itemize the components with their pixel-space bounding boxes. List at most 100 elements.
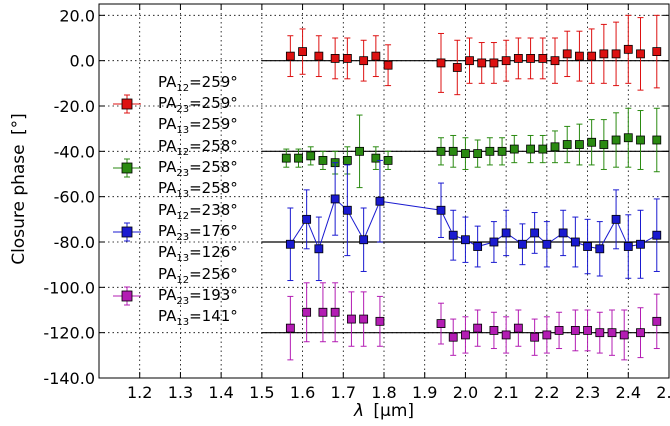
data-point	[302, 307, 312, 317]
legend-pa-label: PA23=193°	[158, 286, 238, 307]
data-point	[436, 319, 446, 329]
x-tick-label: 1.3	[168, 383, 193, 402]
data-point	[652, 316, 662, 326]
data-point	[473, 242, 483, 251]
data-point	[436, 58, 446, 68]
data-point	[501, 228, 511, 238]
data-point	[623, 133, 633, 143]
data-point	[542, 239, 552, 249]
data-point	[550, 56, 560, 66]
data-point	[461, 330, 470, 340]
y-tick-label: -40.0	[54, 142, 95, 161]
data-point	[599, 140, 609, 149]
y-tick-label: -80.0	[54, 233, 95, 252]
data-point	[575, 51, 584, 61]
data-point	[330, 194, 340, 204]
legend-pa-label: PA13=141°	[158, 307, 238, 328]
x-tick-label: 2.4	[616, 383, 641, 402]
data-point	[383, 60, 393, 70]
x-tick-label: 1.7	[331, 383, 356, 402]
y-tick-label: -140.0	[43, 369, 95, 388]
data-point	[526, 54, 535, 63]
data-point	[355, 146, 364, 156]
data-point	[383, 155, 393, 165]
x-tick-label: 1.6	[290, 383, 315, 402]
data-point	[436, 205, 446, 215]
data-point	[485, 146, 495, 156]
legend-marker	[121, 290, 133, 302]
data-point	[538, 144, 548, 154]
data-point	[587, 51, 597, 61]
legend-pa-label: PA13=126°	[158, 243, 238, 264]
data-point	[473, 149, 483, 159]
x-tick-label: 1.8	[371, 383, 396, 402]
data-point	[652, 135, 662, 145]
data-point	[562, 140, 572, 149]
data-point	[652, 47, 662, 56]
data-point	[330, 307, 340, 317]
legend-marker	[121, 226, 133, 238]
data-point	[583, 242, 592, 251]
legend-entry-1: PA12=259°PA23=259°PA13=259°	[113, 73, 238, 136]
data-point	[611, 135, 621, 145]
data-point	[611, 214, 621, 224]
y-axis-unit: [°]	[9, 113, 29, 135]
data-point	[562, 49, 572, 59]
data-point	[595, 244, 605, 254]
data-point	[652, 230, 662, 240]
data-point	[294, 153, 303, 163]
data-point	[554, 325, 564, 335]
data-point	[501, 56, 511, 66]
x-axis-unit: [μm]	[373, 401, 414, 421]
x-tick-label: 1.2	[127, 383, 152, 402]
data-point	[623, 44, 633, 54]
y-tick-label: -120.0	[43, 324, 95, 343]
data-point	[619, 330, 629, 340]
legend-pa-label: PA23=258°	[158, 158, 238, 179]
data-point	[575, 140, 584, 149]
data-point	[489, 325, 499, 335]
x-tick-label: 1.5	[249, 383, 274, 402]
data-point	[285, 51, 295, 61]
data-point	[461, 235, 470, 245]
series-4	[285, 282, 662, 361]
data-point	[558, 228, 568, 238]
data-point	[359, 314, 369, 324]
y-tick-label: -60.0	[54, 188, 95, 207]
data-point	[509, 144, 519, 154]
data-point	[636, 135, 645, 145]
data-point	[298, 47, 307, 56]
data-point	[375, 316, 385, 326]
legend-pa-label: PA23=259°	[158, 94, 238, 115]
data-point	[599, 49, 609, 59]
data-point	[513, 54, 523, 63]
data-point	[501, 330, 511, 340]
data-point	[489, 58, 499, 68]
data-point	[452, 63, 462, 72]
legend-pa-label: PA12=256°	[158, 265, 238, 286]
legend: PA12=259°PA23=259°PA13=259°PA12=258°PA23…	[113, 73, 238, 328]
data-point	[375, 196, 385, 206]
data-point	[314, 51, 324, 61]
x-tick-label: 1.4	[208, 383, 233, 402]
legend-entry-2: PA12=258°PA23=258°PA13=258°	[113, 137, 238, 200]
legend-pa-label: PA13=258°	[158, 179, 238, 200]
y-axis-title: Closure phase	[9, 144, 29, 264]
data-point	[302, 214, 312, 224]
data-point	[550, 142, 560, 152]
data-point	[587, 137, 597, 147]
data-point	[318, 155, 328, 165]
y-tick-label: 0.0	[70, 52, 95, 71]
x-axis-label: λ [μm]	[353, 401, 414, 421]
legend-pa-label: PA12=258°	[158, 137, 238, 158]
data-point	[359, 56, 369, 66]
y-tick-label: -100.0	[43, 278, 95, 297]
x-tick-label: 1.9	[412, 383, 437, 402]
data-series	[281, 14, 662, 361]
y-axis-label: Closure phase [°]	[9, 113, 29, 265]
data-point	[636, 328, 645, 338]
data-point	[342, 155, 352, 165]
legend-entry-3: PA12=238°PA23=176°PA13=126°	[113, 201, 238, 264]
data-point	[371, 51, 381, 61]
